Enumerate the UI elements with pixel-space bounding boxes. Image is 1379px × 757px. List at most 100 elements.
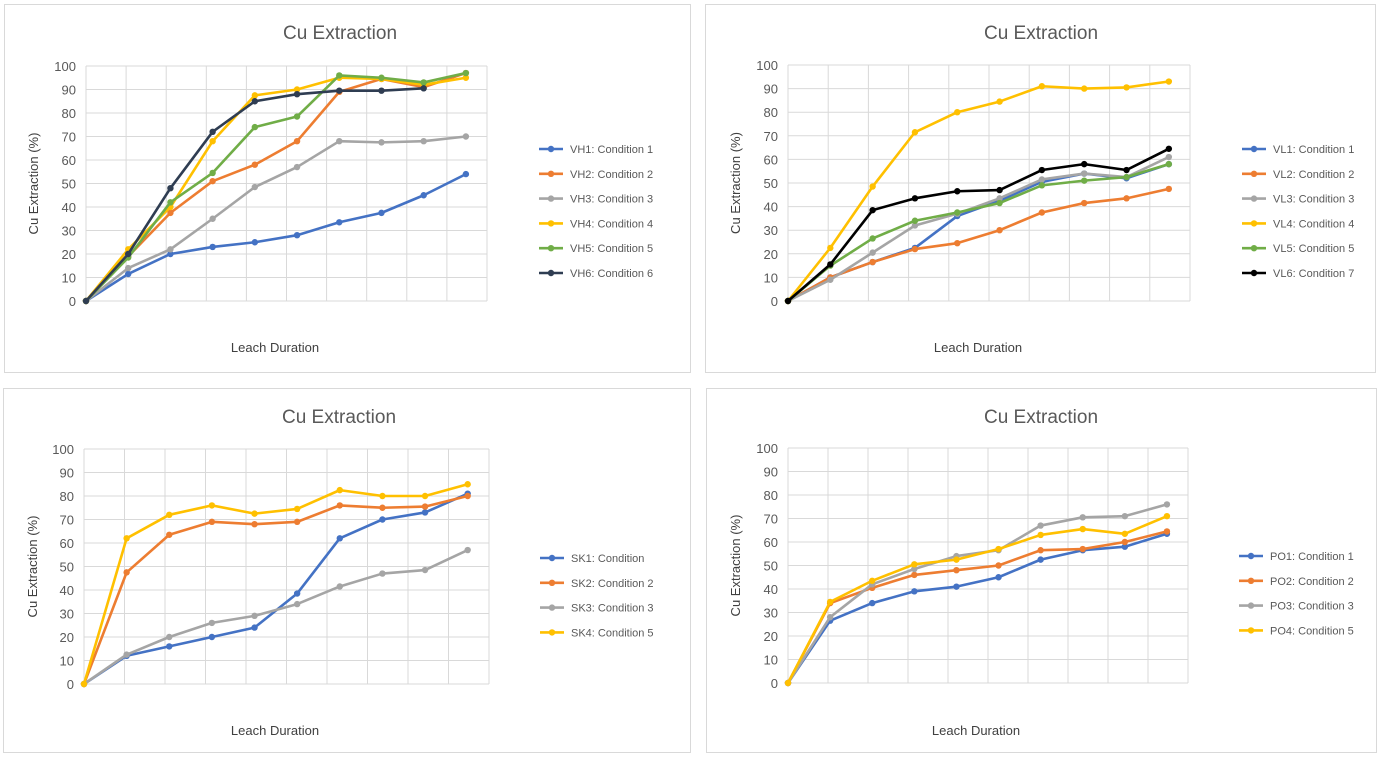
data-point xyxy=(996,98,1003,105)
data-point xyxy=(464,481,471,488)
y-axis-label: Cu Extraction (%) xyxy=(25,516,40,618)
data-point xyxy=(911,571,918,579)
y-tick-label: 10 xyxy=(764,653,778,668)
data-point xyxy=(378,209,385,217)
data-point xyxy=(251,510,258,517)
data-point xyxy=(1079,525,1086,533)
series-vl3 xyxy=(784,153,1173,305)
legend-swatch-marker xyxy=(1250,195,1258,202)
series-line xyxy=(82,482,469,685)
legend-swatch-marker xyxy=(1247,577,1255,584)
legend-entry: PO4: Condition 5 xyxy=(1239,625,1354,637)
data-point xyxy=(1081,177,1088,184)
data-point xyxy=(1123,84,1130,91)
legend-entry: VH2: Condition 2 xyxy=(539,169,653,181)
y-tick-label: 10 xyxy=(60,654,74,669)
legend-swatch-marker xyxy=(547,245,555,252)
legend-swatch-marker xyxy=(1247,552,1255,560)
data-point xyxy=(166,643,173,650)
data-point xyxy=(336,583,343,590)
y-tick-label: 0 xyxy=(771,294,778,309)
legend-entry: VL1: Condition 1 xyxy=(1242,144,1354,156)
y-tick-label: 20 xyxy=(62,247,76,262)
data-point xyxy=(1038,209,1046,216)
legend-swatch-marker xyxy=(1247,627,1255,634)
series-line xyxy=(787,162,1170,302)
y-tick-label: 50 xyxy=(764,176,778,191)
legend-entry: VH1: Condition 1 xyxy=(539,144,653,156)
y-tick-label: 20 xyxy=(60,630,74,645)
data-point xyxy=(293,518,301,526)
data-point xyxy=(464,492,471,500)
data-point xyxy=(1038,176,1046,183)
legend-entry: SK2: Condition 2 xyxy=(540,578,654,590)
legend-label: PO2: Condition 2 xyxy=(1270,576,1354,588)
data-point xyxy=(1121,538,1129,546)
data-point xyxy=(251,161,259,168)
data-point xyxy=(869,599,876,607)
legend-label: VL2: Condition 2 xyxy=(1273,169,1354,181)
y-tick-label: 50 xyxy=(764,559,778,574)
series-vh4 xyxy=(82,74,470,305)
legend-swatch-marker xyxy=(1250,245,1258,252)
data-point xyxy=(293,86,301,93)
y-tick-label: 100 xyxy=(756,58,778,73)
data-point xyxy=(208,518,216,526)
chart-title: Cu Extraction xyxy=(282,407,396,428)
legend-label: VL3: Condition 3 xyxy=(1273,194,1354,206)
data-point xyxy=(1121,530,1129,537)
y-tick-label: 80 xyxy=(764,105,778,120)
chart-svg: Cu Extraction 0 10 20 30 40 50 60 70 80 90 100 Leach… xyxy=(25,407,654,738)
legend-entry: PO1: Condition 1 xyxy=(1239,551,1354,563)
data-point xyxy=(911,195,919,202)
legend-entry: SK4: Condition 5 xyxy=(540,627,654,639)
chart-panel-po: Cu Extraction 0 10 20 30 40 50 60 70 80 90 100 Leach… xyxy=(706,388,1377,753)
data-point xyxy=(1121,512,1129,520)
y-tick-label: 40 xyxy=(62,200,76,215)
data-point xyxy=(251,123,259,131)
y-tick-label: 70 xyxy=(764,129,778,144)
data-point xyxy=(251,183,259,191)
series-po4 xyxy=(784,512,1171,687)
y-tick-label: 30 xyxy=(764,223,778,238)
legend-swatch-marker xyxy=(547,269,555,277)
data-point xyxy=(336,72,343,79)
legend-swatch-marker xyxy=(547,145,555,153)
data-point xyxy=(420,192,427,199)
chart-panel-sk: Cu Extraction 0 10 20 30 40 50 60 70 80 90 100 Leach… xyxy=(3,388,691,753)
y-tick-label: 80 xyxy=(62,106,76,121)
data-point xyxy=(826,614,834,621)
data-point xyxy=(953,567,960,574)
data-point xyxy=(911,129,919,136)
data-point xyxy=(784,297,792,305)
data-point xyxy=(166,633,173,641)
data-point xyxy=(1123,173,1130,181)
data-point xyxy=(869,235,876,242)
legend-swatch-marker xyxy=(1250,269,1258,277)
data-point xyxy=(1037,522,1044,529)
series-vl5 xyxy=(784,160,1173,305)
x-axis-label: Leach Duration xyxy=(932,723,1020,738)
data-point xyxy=(123,569,130,576)
series-line xyxy=(85,71,467,302)
data-point xyxy=(911,561,918,568)
data-point xyxy=(1165,185,1173,193)
data-point xyxy=(995,545,1002,553)
series-line xyxy=(85,172,467,303)
y-tick-label: 30 xyxy=(62,224,76,239)
data-point xyxy=(251,612,258,620)
data-point xyxy=(209,215,216,222)
data-point xyxy=(954,188,961,195)
y-tick-label: 0 xyxy=(771,676,778,691)
data-point xyxy=(1079,514,1086,521)
legend-swatch-marker xyxy=(1250,145,1258,153)
series-line xyxy=(786,532,1168,684)
series-po3 xyxy=(784,501,1171,687)
data-point xyxy=(911,217,919,224)
data-point xyxy=(1165,145,1173,152)
data-point xyxy=(996,195,1003,202)
data-point xyxy=(827,244,834,252)
y-tick-label: 70 xyxy=(764,512,778,527)
legend-label: SK1: Condition xyxy=(571,553,644,565)
y-tick-label: 60 xyxy=(764,152,778,167)
